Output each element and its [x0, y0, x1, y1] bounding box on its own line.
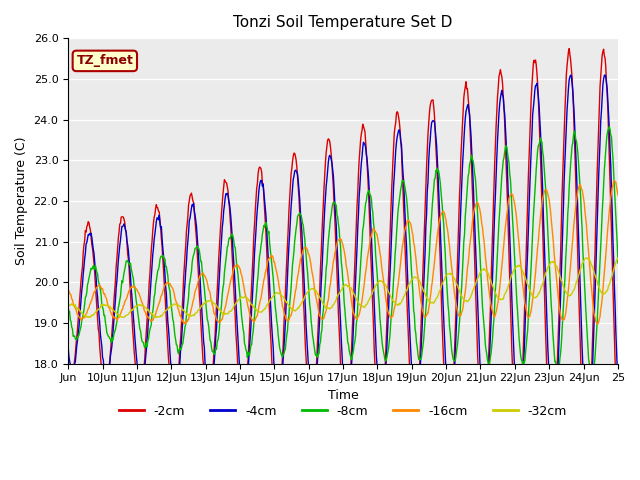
-2cm — [582, 455, 590, 461]
Line: -2cm: -2cm — [68, 48, 618, 458]
Line: -8cm: -8cm — [68, 127, 618, 379]
-2cm — [129, 327, 136, 333]
-2cm — [64, 361, 72, 367]
-2cm — [400, 205, 408, 211]
Line: -4cm: -4cm — [68, 75, 618, 434]
-4cm — [230, 260, 237, 265]
-32cm — [431, 298, 439, 303]
-32cm — [64, 304, 72, 310]
-4cm — [257, 178, 265, 183]
-2cm — [230, 284, 237, 289]
-4cm — [278, 377, 285, 383]
-8cm — [257, 243, 265, 249]
Y-axis label: Soil Temperature (C): Soil Temperature (C) — [15, 137, 28, 265]
X-axis label: Time: Time — [328, 389, 358, 402]
-4cm — [400, 178, 408, 184]
-2cm — [278, 369, 285, 374]
-16cm — [431, 259, 438, 264]
-2cm — [614, 430, 622, 435]
-32cm — [614, 255, 622, 261]
Line: -32cm: -32cm — [68, 258, 618, 317]
-2cm — [565, 46, 573, 51]
-8cm — [605, 124, 613, 130]
Line: -16cm: -16cm — [68, 181, 618, 324]
-8cm — [64, 305, 72, 311]
-32cm — [86, 314, 94, 320]
-16cm — [614, 192, 622, 198]
Legend: -2cm, -4cm, -8cm, -16cm, -32cm: -2cm, -4cm, -8cm, -16cm, -32cm — [114, 400, 572, 422]
-4cm — [585, 431, 593, 437]
-32cm — [278, 293, 286, 299]
-16cm — [257, 296, 265, 301]
-8cm — [400, 178, 408, 183]
-16cm — [230, 266, 237, 272]
-32cm — [230, 302, 238, 308]
-8cm — [431, 176, 438, 182]
-8cm — [230, 238, 237, 243]
-4cm — [129, 305, 136, 311]
-32cm — [401, 293, 408, 299]
-4cm — [614, 384, 622, 390]
-32cm — [129, 305, 137, 311]
-16cm — [64, 287, 72, 292]
-16cm — [610, 178, 618, 184]
-8cm — [278, 352, 285, 358]
-8cm — [129, 273, 136, 279]
-32cm — [258, 309, 266, 315]
-8cm — [614, 260, 622, 266]
-16cm — [400, 235, 408, 240]
-2cm — [431, 112, 438, 118]
-4cm — [431, 119, 438, 124]
-16cm — [129, 284, 136, 290]
-4cm — [601, 72, 609, 78]
Text: TZ_fmet: TZ_fmet — [76, 54, 133, 67]
-8cm — [588, 376, 596, 382]
-4cm — [64, 345, 72, 350]
-32cm — [582, 255, 589, 261]
-2cm — [257, 166, 265, 172]
-16cm — [278, 298, 285, 304]
Title: Tonzi Soil Temperature Set D: Tonzi Soil Temperature Set D — [234, 15, 452, 30]
-16cm — [593, 321, 601, 327]
